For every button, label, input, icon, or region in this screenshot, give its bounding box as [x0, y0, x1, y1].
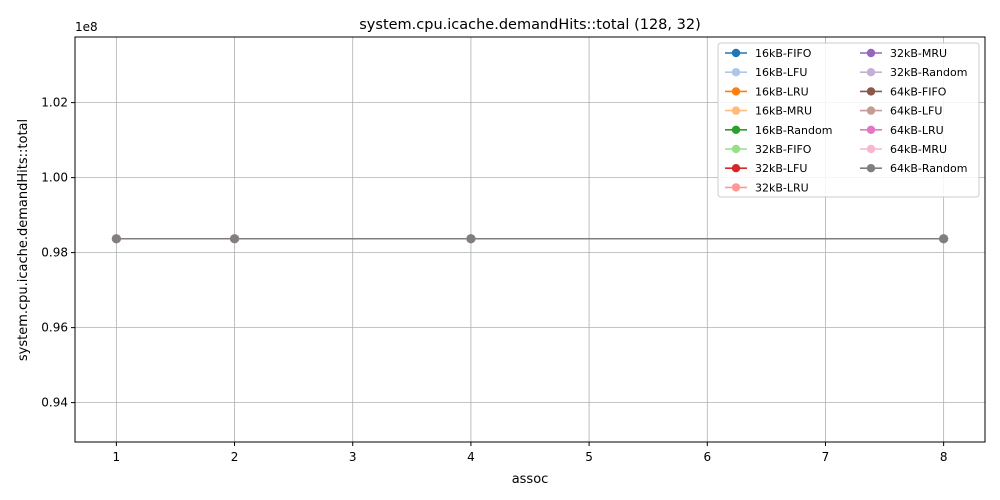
legend-swatch-marker — [731, 183, 741, 192]
plot-frame — [74, 36, 986, 443]
legend-swatch-marker — [866, 68, 876, 77]
x-tick-label: 3 — [349, 450, 357, 464]
x-axis-label: assoc — [512, 472, 549, 487]
legend-swatch-marker — [731, 87, 741, 96]
legend-label: 32kB-LRU — [755, 181, 809, 194]
legend-swatch-marker — [731, 164, 741, 173]
data-point — [466, 234, 476, 244]
legend-swatch-marker — [866, 144, 876, 154]
legend-label: 64kB-LRU — [890, 124, 944, 137]
legend-swatch-marker — [731, 106, 741, 115]
legend-swatch-marker — [731, 48, 741, 58]
legend-label: 16kB-FIFO — [755, 47, 812, 60]
data-point — [111, 234, 121, 244]
legend-label: 64kB-LFU — [890, 105, 942, 118]
x-tick-label: 6 — [703, 450, 711, 464]
x-tick-label: 4 — [467, 450, 475, 464]
data-point — [939, 234, 949, 244]
legend: 16kB-FIFO 16kB-LFU 16kB-LRU 16kB-MRU 16kB-Ra… — [717, 42, 980, 198]
y-tick-label: 0.94 — [41, 396, 68, 410]
y-tick-label: 1.02 — [41, 96, 68, 110]
y-offset-label: 1e8 — [75, 20, 98, 34]
chart-title: system.cpu.icache.demandHits::total (128… — [359, 17, 700, 33]
legend-swatch-marker — [866, 106, 876, 115]
legend-label: 32kB-LFU — [755, 162, 807, 175]
legend-label: 64kB-MRU — [890, 143, 947, 156]
legend-swatch-marker — [866, 125, 876, 134]
legend-swatch-marker — [731, 144, 741, 154]
legend-label: 64kB-FIFO — [890, 85, 947, 98]
y-tick-label: 1.00 — [41, 171, 68, 185]
series-group — [111, 234, 949, 244]
data-point — [230, 234, 240, 244]
x-tick-label: 8 — [940, 450, 948, 464]
legend-swatch-marker — [866, 164, 876, 173]
legend-label: 32kB-Random — [890, 66, 967, 79]
legend-label: 16kB-Random — [755, 124, 832, 137]
x-tick-label: 5 — [585, 450, 593, 464]
y-axis-label: system.cpu.icache.demandHits::total — [16, 119, 31, 361]
legend-label: 16kB-MRU — [755, 105, 812, 118]
legend-label: 16kB-LFU — [755, 66, 807, 79]
legend-label: 64kB-Random — [890, 162, 967, 175]
legend-label: 32kB-MRU — [890, 47, 947, 60]
y-tick-label: 0.96 — [41, 321, 68, 335]
x-tick-label: 2 — [231, 450, 239, 464]
legend-frame — [717, 42, 980, 198]
axis-ticks: 1 2 3 4 5 6 7 8 0.94 0.96 0.98 1.00 1.02 — [41, 96, 947, 464]
legend-label: 16kB-LRU — [755, 85, 809, 98]
legend-swatch-marker — [731, 125, 741, 134]
legend-swatch-marker — [866, 48, 876, 58]
legend-swatch-marker — [731, 68, 741, 77]
y-tick-label: 0.98 — [41, 246, 68, 260]
x-tick-label: 1 — [113, 450, 121, 464]
x-tick-label: 7 — [822, 450, 830, 464]
legend-label: 32kB-FIFO — [755, 143, 812, 156]
legend-swatch-marker — [866, 87, 876, 96]
series-64kB-Random — [111, 234, 949, 244]
